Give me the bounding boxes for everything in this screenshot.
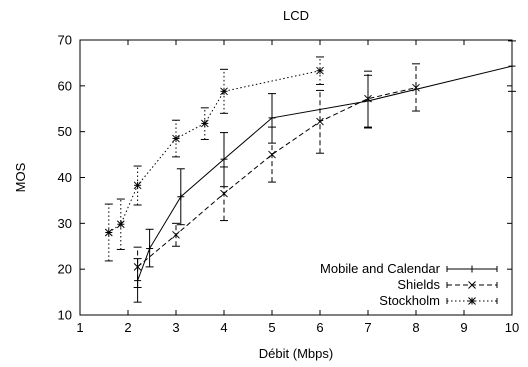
error-bar [412,63,420,112]
series-shields [133,63,420,288]
data-point-marker [468,297,476,305]
data-point-marker [268,150,276,159]
legend-entry-shields: Shields [397,277,498,292]
legend-label: Shields [397,277,440,292]
x-tick-label: 6 [316,320,323,335]
data-point-marker [172,134,180,143]
y-tick-label: 10 [58,308,72,323]
error-bar [200,107,209,140]
x-tick-label: 4 [220,320,227,335]
data-point-marker [316,117,324,126]
error-bar [220,68,228,114]
x-tick-label: 7 [364,320,371,335]
data-point-marker [177,193,185,201]
data-point-marker [104,228,113,237]
legend-label: Mobile and Calendar [320,261,441,276]
y-tick-label: 70 [58,33,72,48]
legend: Mobile and Calendar Shields Stockholm [320,261,498,308]
x-tick-label: 1 [76,320,83,335]
y-tick-label: 50 [58,124,72,139]
x-tick-label: 3 [172,320,179,335]
x-tick-label: 8 [412,320,419,335]
data-point-marker [364,94,372,103]
series-line [137,65,513,281]
data-point-marker [412,83,420,92]
y-tick-label: 30 [58,216,72,231]
data-point-marker [468,281,476,289]
y-tick-label: 60 [58,78,72,93]
chart-title: LCD [283,8,309,23]
data-point-marker [133,263,142,271]
data-point-marker [468,265,476,273]
plot-frame [79,39,513,316]
x-tick-label: 2 [124,320,131,335]
error-bar [133,165,142,206]
data-point-marker [220,155,228,163]
error-bar [316,56,324,85]
data-point-marker [268,114,276,122]
y-tick-label: 20 [58,262,72,277]
error-bar [172,119,180,158]
series-line [108,70,321,233]
series-layer [104,40,516,303]
data-point-marker [146,245,154,253]
x-tick-label: 9 [460,320,467,335]
legend-symbol [446,265,498,273]
data-point-marker [316,66,324,75]
x-tick-label: 10 [505,320,519,335]
data-point-marker [220,189,228,198]
legend-entry-mobile-and-calendar: Mobile and Calendar [320,261,498,276]
x-axis-label: Débit (Mbps) [259,346,333,361]
series-line [137,87,417,268]
data-point-marker [200,119,209,128]
data-point-marker [220,87,228,96]
error-bar [316,89,324,154]
legend-symbol [446,281,498,289]
legend-symbol [446,297,498,305]
x-tick-label: 5 [268,320,275,335]
data-point-marker [116,220,125,229]
data-point-marker [172,230,180,239]
legend-entry-stockholm: Stockholm [379,293,498,308]
data-point-marker [508,62,516,70]
series-stockholm [104,56,324,262]
y-axis-label: MOS [13,162,28,192]
y-tick-label: 40 [58,170,72,185]
data-point-marker [133,181,142,190]
legend-label: Stockholm [379,293,440,308]
